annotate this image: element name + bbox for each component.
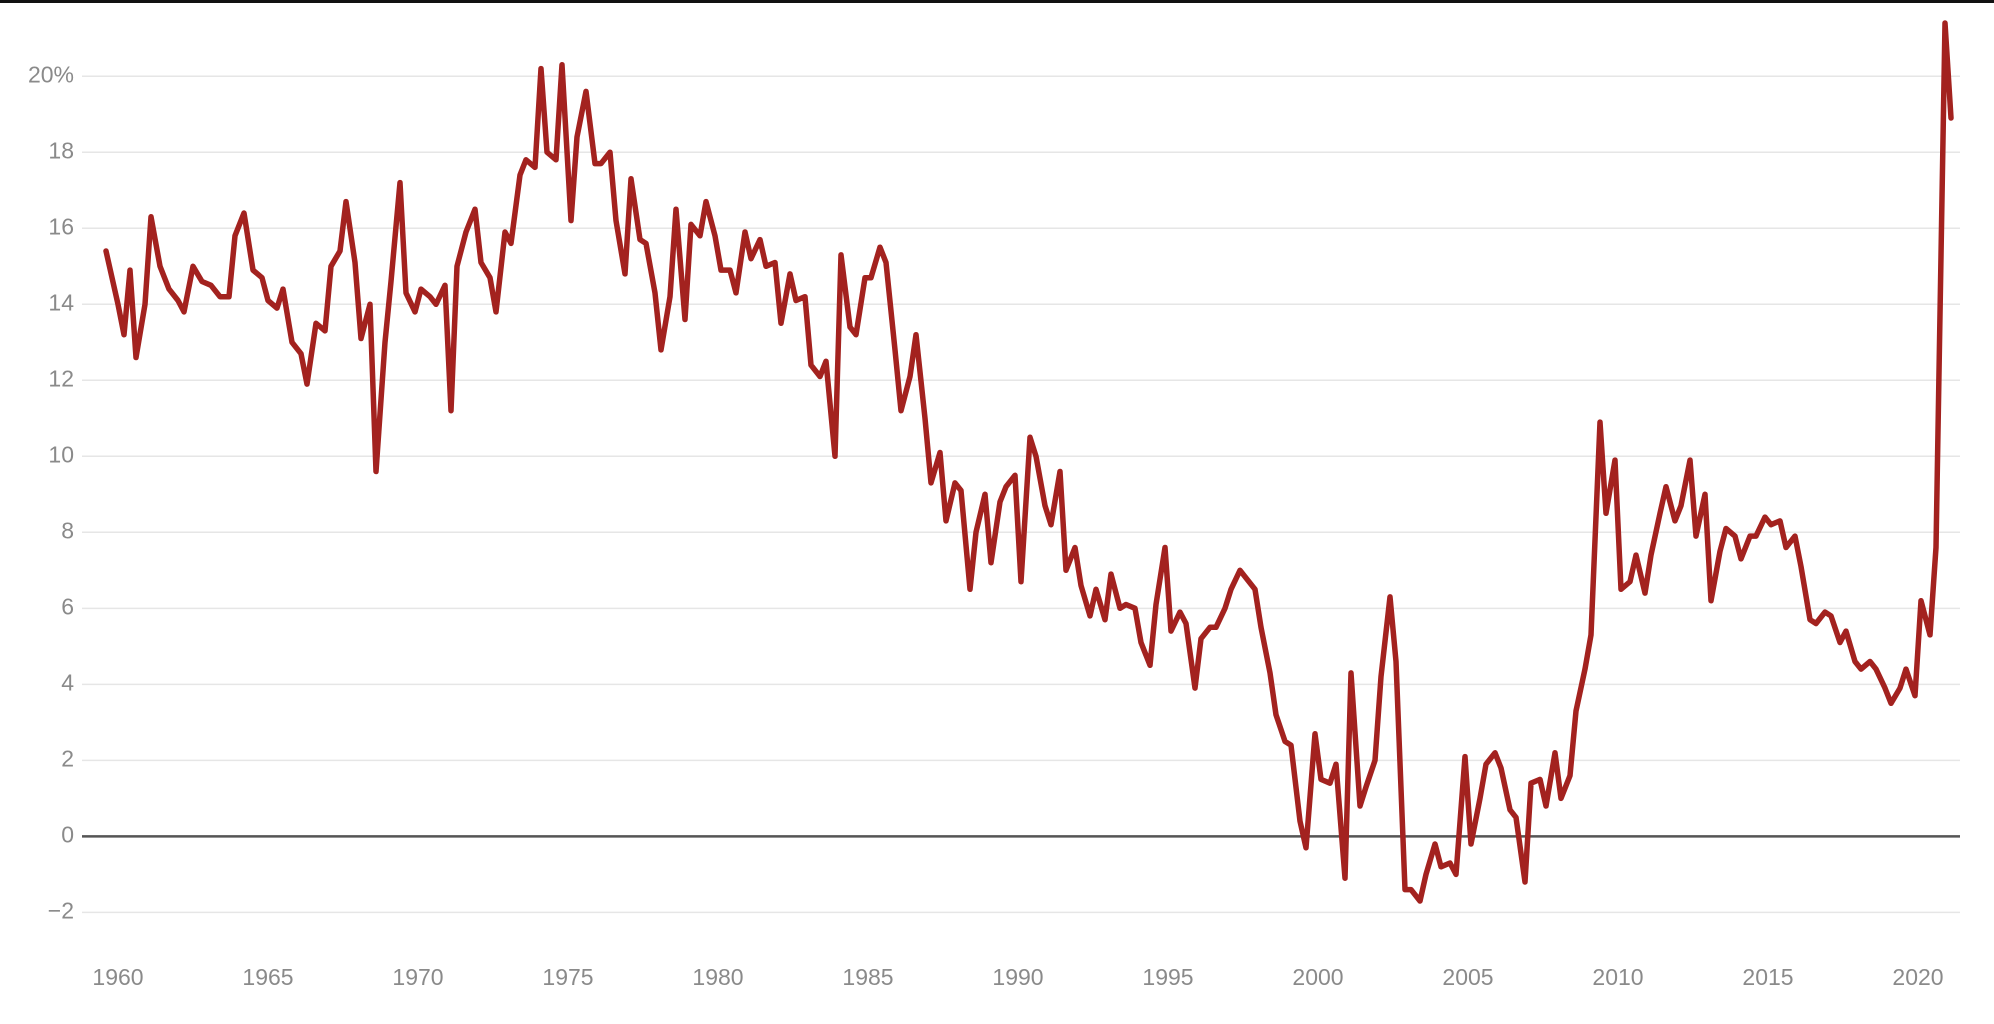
y-tick-label: 8: [61, 517, 74, 543]
x-tick-label: 2005: [1442, 964, 1493, 990]
x-tick-label: 1995: [1142, 964, 1193, 990]
x-tick-label: 1975: [542, 964, 593, 990]
y-tick-label: 16: [48, 213, 74, 239]
y-tick-label: −2: [48, 897, 74, 923]
x-tick-label: 1990: [992, 964, 1043, 990]
y-tick-label: 4: [61, 669, 74, 695]
x-tick-label: 2015: [1742, 964, 1793, 990]
x-tick-label: 1985: [842, 964, 893, 990]
y-tick-label: 2: [61, 745, 74, 771]
y-tick-label: 14: [48, 289, 74, 315]
line-series: [103, 20, 1954, 904]
top-border: [0, 0, 1994, 3]
y-tick-label: 0: [61, 821, 74, 847]
x-tick-label: 1960: [92, 964, 143, 990]
y-tick-label: 18: [48, 137, 74, 163]
y-tick-label: 12: [48, 365, 74, 391]
x-tick-label: 2000: [1292, 964, 1343, 990]
x-tick-label: 1965: [242, 964, 293, 990]
x-tick-label: 1970: [392, 964, 443, 990]
y-tick-label: 6: [61, 593, 74, 619]
x-tick-label: 2020: [1892, 964, 1943, 990]
x-tick-label: 1980: [692, 964, 743, 990]
y-tick-label: 10: [48, 441, 74, 467]
x-tick-label: 2010: [1592, 964, 1643, 990]
y-tick-label: 20%: [28, 61, 74, 87]
